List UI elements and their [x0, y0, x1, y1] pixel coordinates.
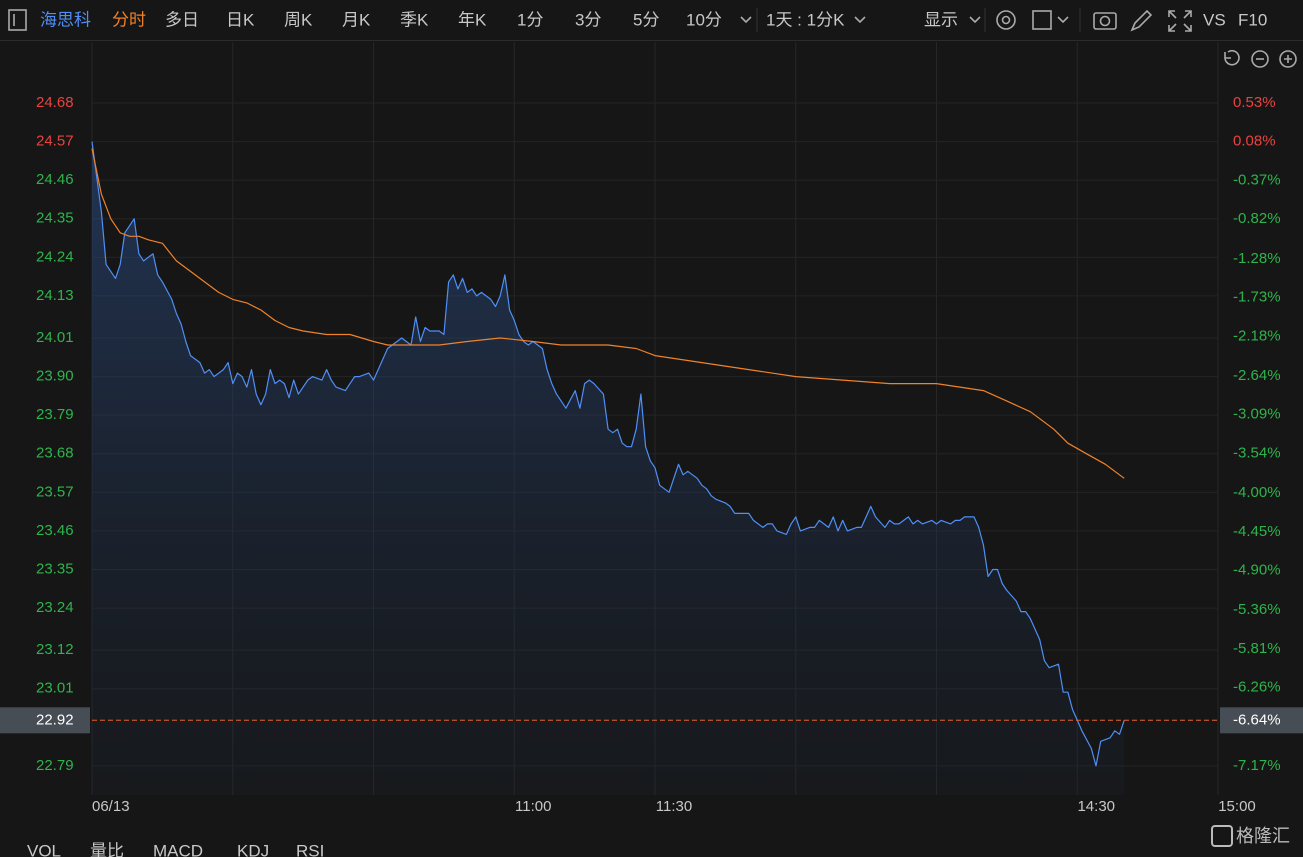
y-tick-label: 24.24 — [36, 248, 74, 265]
settings-icon-core — [1001, 15, 1011, 25]
y-tick-label: 23.46 — [36, 522, 74, 539]
price-area — [92, 141, 1125, 796]
x-tick-label: 06/13 — [92, 798, 130, 815]
y-tick-label: 23.12 — [36, 641, 74, 658]
y-tick-label: 24.01 — [36, 329, 74, 346]
zoom-out-icon[interactable] — [1251, 50, 1269, 68]
chevron[interactable] — [854, 16, 866, 24]
indicator-tab[interactable]: KDJ — [237, 841, 269, 857]
y2-tick-label: -4.90% — [1233, 561, 1281, 578]
y2-tick-label: -2.64% — [1233, 367, 1281, 384]
y2-tick-label: -7.17% — [1233, 757, 1281, 774]
x-tick-label: 11:00 — [515, 798, 551, 815]
y2-tick-label: -3.54% — [1233, 444, 1281, 461]
pencil-icon[interactable] — [1130, 9, 1153, 32]
period-tab[interactable]: 分时 — [112, 10, 146, 29]
settings-icon[interactable] — [996, 10, 1016, 30]
y2-tick-label: -1.28% — [1233, 250, 1281, 267]
y-tick-label: 24.35 — [36, 210, 74, 227]
y2-tick-label: 0.53% — [1233, 94, 1276, 111]
indicator-tab[interactable]: MACD — [153, 841, 203, 857]
period-tab[interactable]: 月K — [342, 10, 371, 29]
indicator-tab[interactable]: 量比 — [90, 841, 124, 857]
y-tick-label: 23.24 — [36, 599, 74, 616]
chevron[interactable] — [969, 16, 981, 24]
period-tab[interactable]: 多日 — [165, 10, 199, 29]
chevron[interactable] — [740, 16, 752, 24]
toolbar-button[interactable]: F10 — [1238, 10, 1267, 29]
period-tab[interactable]: 10分 — [686, 10, 722, 29]
price-line — [91, 141, 1125, 767]
y-tick-label: 23.35 — [36, 560, 74, 577]
y2-tick-label: -6.26% — [1233, 679, 1281, 696]
y2-tick-label: -1.73% — [1233, 289, 1281, 306]
camera-lens — [1099, 15, 1111, 27]
zoom-in-icon[interactable] — [1279, 50, 1297, 68]
period-tab[interactable]: 1分 — [517, 10, 543, 29]
y-tick-label: 22.79 — [36, 757, 74, 774]
period-select[interactable]: 1天 : 1分K — [766, 10, 845, 29]
chevron[interactable] — [1057, 16, 1069, 24]
y-tick-label: 24.13 — [36, 287, 74, 304]
fullscreen-icon[interactable] — [1168, 10, 1192, 32]
last-change-box — [1220, 707, 1303, 734]
x-tick-label: 14:30 — [1077, 798, 1115, 815]
indicator-tab[interactable]: VOL — [27, 841, 61, 857]
period-tab[interactable]: 日K — [226, 10, 255, 29]
y-tick-label: 23.01 — [36, 680, 74, 697]
layout-icon[interactable] — [1032, 10, 1052, 30]
y-tick-label: 24.57 — [36, 133, 74, 150]
last-price-box — [0, 707, 90, 734]
y2-tick-label: -5.36% — [1233, 601, 1281, 618]
last-price-label: 22.92 — [36, 711, 74, 728]
last-change-label: -6.64% — [1233, 711, 1281, 728]
y2-tick-label: -0.82% — [1233, 210, 1281, 227]
y2-tick-label: -5.81% — [1233, 640, 1281, 657]
average-line — [91, 148, 1125, 479]
watermark-logo — [1211, 825, 1233, 847]
sidebar-toggle[interactable] — [8, 9, 27, 31]
symbol-name[interactable]: 海思科 — [40, 10, 91, 29]
y2-tick-label: 0.08% — [1233, 133, 1276, 150]
x-tick-label: 15:00 — [1218, 798, 1256, 815]
toolbar-button[interactable]: VS — [1203, 10, 1226, 29]
plot-layer: 海思科 分时 多日 日K 周K 月K 季K 年K 1分 3分 5分 10分 1天 : 1分K 显示 VS F1… — [0, 10, 1303, 857]
y-tick-label: 23.90 — [36, 368, 74, 385]
period-tab[interactable]: 5分 — [633, 10, 659, 29]
y-tick-label: 24.68 — [36, 94, 74, 111]
y-tick-label: 23.79 — [36, 406, 74, 423]
display-menu[interactable]: 显示 — [924, 10, 958, 29]
y2-tick-label: -3.09% — [1233, 406, 1281, 423]
zoom-in-plus — [1284, 55, 1292, 63]
y2-tick-label: -4.45% — [1233, 523, 1281, 540]
y2-tick-label: -0.37% — [1233, 171, 1281, 188]
watermark: 格隆汇 — [1236, 826, 1290, 846]
period-tab[interactable]: 3分 — [575, 10, 601, 29]
y-tick-label: 23.68 — [36, 445, 74, 462]
y-tick-label: 24.46 — [36, 171, 74, 188]
period-tab[interactable]: 周K — [284, 10, 313, 29]
y2-tick-label: -4.00% — [1233, 484, 1281, 501]
x-tick-label: 11:30 — [656, 798, 692, 815]
period-tab[interactable]: 年K — [458, 10, 487, 29]
indicator-tab[interactable]: RSI — [296, 841, 324, 857]
period-tab[interactable]: 季K — [400, 10, 429, 29]
reset-icon[interactable] — [1224, 49, 1240, 66]
y-tick-label: 23.57 — [36, 483, 74, 500]
camera-icon[interactable] — [1093, 12, 1117, 30]
y2-tick-label: -2.18% — [1233, 327, 1281, 344]
